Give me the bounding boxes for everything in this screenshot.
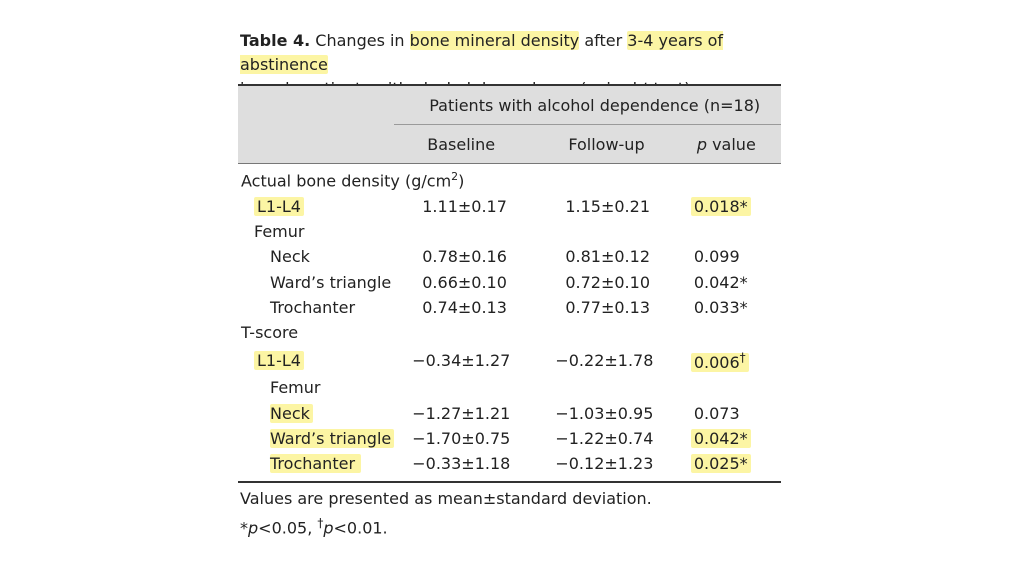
- section-row-femur: Femur: [238, 219, 781, 244]
- p-rest: value: [707, 134, 756, 154]
- row-label: L1-L4: [238, 193, 394, 218]
- table-row: Neck −1.27±1.21 −1.03±0.95 0.073: [238, 400, 781, 425]
- cell-pvalue: 0.025*: [685, 451, 781, 483]
- cell-pvalue: 0.006†: [686, 346, 781, 375]
- cell-pvalue: 0.073: [693, 403, 740, 423]
- highlight-trochanter: Trochanter: [270, 454, 362, 474]
- cell-pvalue: 0.042*: [686, 426, 781, 451]
- section-text: ): [458, 171, 465, 191]
- highlight-l1-l4: L1-L4: [254, 196, 304, 216]
- cell-followup: 0.77±0.13: [565, 298, 650, 318]
- row-label: Neck: [270, 247, 310, 267]
- section-label-femur: Femur: [270, 378, 321, 398]
- row-label: Ward’s triangle: [238, 426, 395, 451]
- highlight-pvalue: 0.042*: [690, 428, 751, 448]
- footnote-line-2: *p<0.05, †p<0.01.: [240, 511, 800, 540]
- cell-followup: 0.81±0.12: [565, 247, 650, 267]
- footnote-dagger: †: [317, 516, 324, 530]
- p-italic: p: [696, 134, 707, 154]
- footnote-p: p: [323, 518, 334, 538]
- table-row: Ward’s triangle −1.70±0.75 −1.22±0.74 0.…: [238, 426, 781, 451]
- group-header: Patients with alcohol dependence (n=18): [394, 84, 781, 125]
- highlight-pvalue: 0.025*: [690, 454, 751, 474]
- cell-pvalue: 0.033*: [693, 298, 748, 318]
- section-label-femur: Femur: [254, 221, 305, 241]
- bmd-table: Patients with alcohol dependence (n=18) …: [238, 84, 781, 483]
- cell-followup: −1.03±0.95: [555, 403, 654, 423]
- col-header-pvalue: p value: [685, 124, 781, 164]
- section-row-actual: Actual bone density (g/cm2): [238, 164, 781, 194]
- cell-pvalue: 0.042*: [693, 272, 748, 292]
- cell-baseline: −0.33±1.18: [394, 451, 552, 483]
- caption-text: after: [579, 31, 628, 50]
- table-row: Neck 0.78±0.16 0.81±0.12 0.099: [238, 244, 781, 269]
- superscript-2: 2: [451, 170, 459, 183]
- col-header-followup: Follow-up: [551, 124, 686, 164]
- section-label-actual: Actual bone density (g/cm2): [238, 164, 781, 194]
- row-label: Trochanter: [238, 451, 395, 483]
- header-row-group: Patients with alcohol dependence (n=18): [238, 84, 781, 125]
- cell-followup: 0.72±0.10: [565, 272, 650, 292]
- cell-followup: 1.15±0.21: [565, 196, 650, 216]
- cell-followup: −0.12±1.23: [551, 451, 686, 483]
- cell-baseline: 1.11±0.17: [422, 196, 507, 216]
- row-label: L1-L4: [238, 346, 394, 375]
- row-label: Ward’s triangle: [270, 272, 392, 292]
- footnote-text: <0.05,: [258, 518, 318, 538]
- row-label: Neck: [238, 400, 394, 425]
- header-row-columns: Baseline Follow-up p value: [238, 124, 781, 164]
- highlight-pvalue: 0.006†: [690, 350, 749, 372]
- table-row: Trochanter 0.74±0.13 0.77±0.13 0.033*: [238, 295, 781, 320]
- pvalue-text: 0.006: [693, 353, 740, 372]
- section-label-tscore: T-score: [241, 323, 299, 343]
- caption-line-1: Table 4. Changes in bone mineral density…: [240, 29, 800, 77]
- table-row: Ward’s triangle 0.66±0.10 0.72±0.10 0.04…: [238, 270, 781, 295]
- footnote-star: *: [240, 518, 248, 538]
- cell-baseline: −1.70±0.75: [412, 428, 511, 448]
- table-caption: Table 4. Changes in bone mineral density…: [240, 29, 800, 101]
- cell-baseline: −1.27±1.21: [412, 403, 511, 423]
- table-footnote: Values are presented as mean±standard de…: [240, 487, 800, 540]
- cell-pvalue: 0.018*: [686, 193, 781, 218]
- row-label: Trochanter: [270, 298, 356, 318]
- caption-text: Changes in: [310, 31, 410, 50]
- cell-baseline: −0.34±1.27: [412, 350, 511, 370]
- cell-followup: −1.22±0.74: [555, 428, 654, 448]
- cell-followup: −0.22±1.78: [555, 350, 654, 370]
- highlight-pvalue: 0.018*: [690, 196, 751, 216]
- section-row-tscore: T-score: [238, 320, 781, 345]
- cell-baseline: 0.78±0.16: [422, 247, 507, 267]
- cell-pvalue: 0.099: [693, 247, 740, 267]
- table-row: Trochanter −0.33±1.18 −0.12±1.23 0.025*: [238, 451, 781, 483]
- table-row: L1-L4 −0.34±1.27 −0.22±1.78 0.006†: [238, 346, 781, 375]
- section-text: Actual bone density (g/cm: [241, 171, 452, 191]
- table-row: L1-L4 1.11±0.17 1.15±0.21 0.018*: [238, 193, 781, 218]
- dagger-mark: †: [739, 350, 746, 365]
- header-empty-cell: [238, 84, 395, 125]
- cell-baseline: 0.74±0.13: [422, 298, 507, 318]
- footnote-text: <0.01.: [333, 518, 388, 538]
- table-label: Table 4.: [240, 31, 311, 50]
- highlight-l1-l4: L1-L4: [254, 350, 304, 370]
- footnote-p: p: [248, 518, 259, 538]
- footnote-line-1: Values are presented as mean±standard de…: [240, 489, 652, 508]
- col-header-baseline: Baseline: [394, 124, 552, 164]
- header-empty-cell: [238, 124, 395, 164]
- highlight-wards-triangle: Ward’s triangle: [270, 428, 395, 448]
- highlight-bone-mineral-density: bone mineral density: [409, 31, 580, 50]
- cell-baseline: 0.66±0.10: [422, 272, 507, 292]
- highlight-neck: Neck: [270, 403, 313, 423]
- section-row-femur: Femur: [238, 375, 781, 400]
